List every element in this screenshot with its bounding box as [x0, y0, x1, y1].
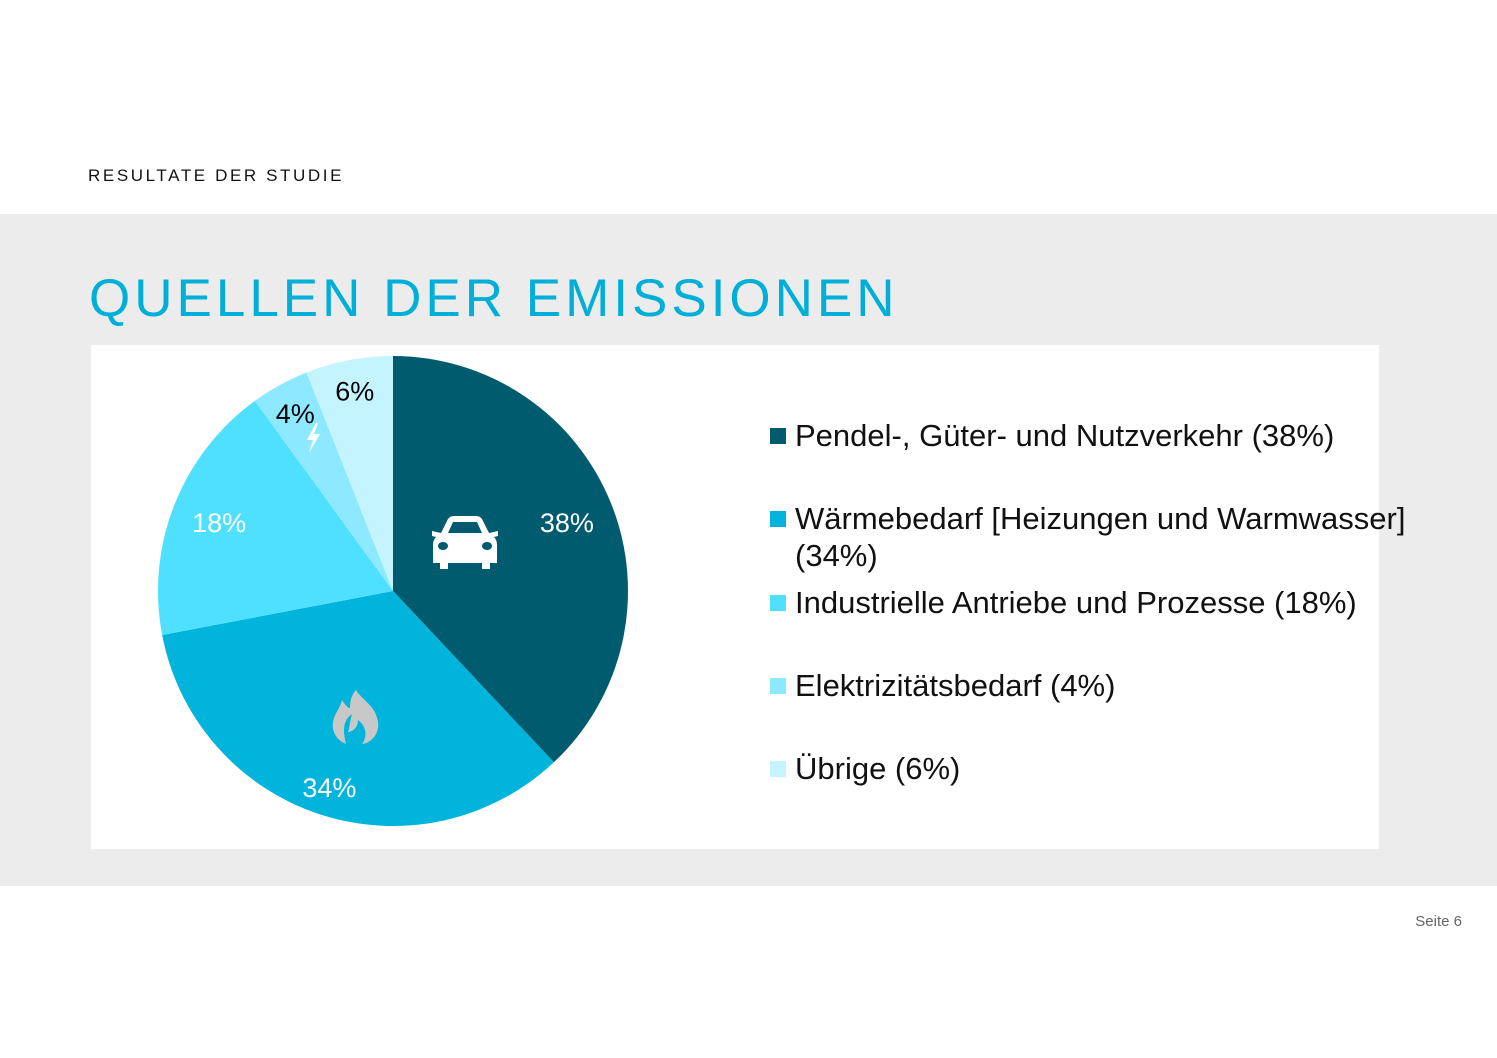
legend-swatch	[770, 678, 786, 694]
legend-label: Übrige (6%)	[795, 751, 961, 786]
data-label: 4%	[276, 399, 315, 429]
pie-slice	[254, 372, 393, 591]
lightning-icon	[307, 423, 320, 453]
pie-slice	[306, 356, 393, 591]
legend-item: Elektrizitätsbedarf (4%)	[770, 667, 1460, 704]
legend-swatch	[770, 428, 786, 444]
pie-slice	[158, 400, 393, 636]
legend-label: Wärmebedarf [Heizungen und Warmwasser] (…	[795, 501, 1406, 573]
data-label: 38%	[540, 508, 594, 538]
legend-swatch	[770, 595, 786, 611]
legend-item: Übrige (6%)	[770, 750, 1460, 787]
legend-item: Industrielle Antriebe und Prozesse (18%)	[770, 584, 1460, 621]
chart-card: 38% 34% 18% 4% 6% Pendel-, Güter- und Nutzve…	[91, 345, 1405, 849]
flame-icon	[332, 690, 379, 744]
page-title: QUELLEN DER EMISSIONEN	[89, 269, 899, 328]
data-label: 34%	[302, 773, 356, 803]
legend-swatch	[770, 511, 786, 527]
legend-item: Pendel-, Güter- und Nutzverkehr (38%)	[770, 417, 1460, 454]
pie-slice	[393, 356, 628, 763]
pie-chart: 38% 34% 18% 4% 6%	[158, 356, 628, 826]
legend-swatch	[770, 761, 786, 777]
car-icon	[432, 516, 498, 569]
page-number: Seite 6	[1415, 913, 1462, 930]
legend-label: Industrielle Antriebe und Prozesse (18%)	[795, 585, 1357, 620]
data-label: 18%	[192, 508, 246, 538]
legend-label: Pendel-, Güter- und Nutzverkehr (38%)	[795, 418, 1335, 453]
legend-label: Elektrizitätsbedarf (4%)	[795, 668, 1116, 703]
data-label: 6%	[335, 377, 374, 407]
section-kicker: RESULTATE DER STUDIE	[88, 166, 345, 185]
legend-item: Wärmebedarf [Heizungen und Warmwasser] (…	[770, 500, 1460, 574]
